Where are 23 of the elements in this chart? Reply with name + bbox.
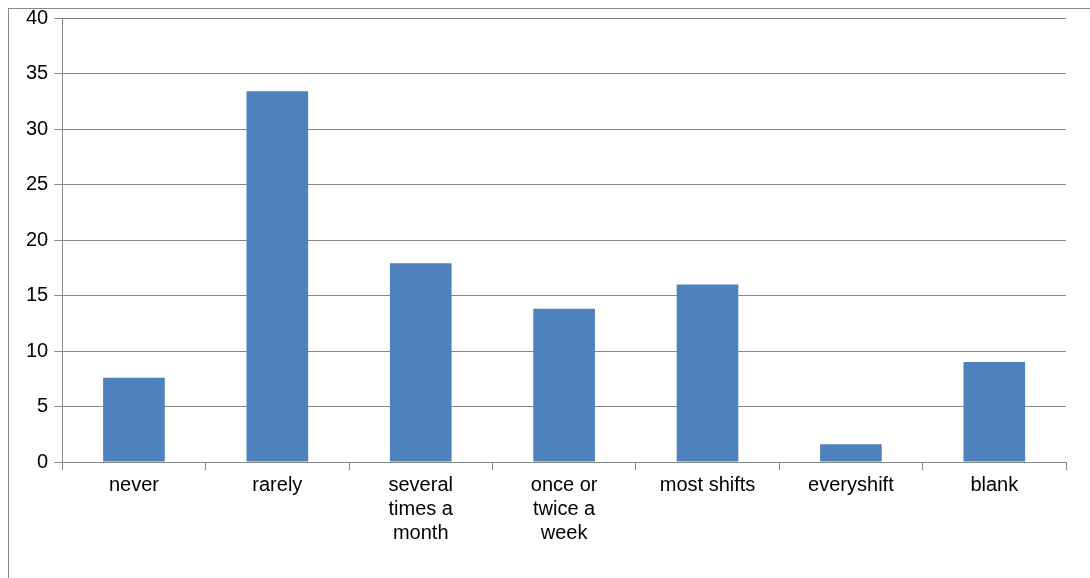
y-tick-label: 15: [26, 283, 49, 306]
x-tick-label: several times a month: [388, 472, 454, 543]
y-tick-label: 10: [26, 338, 49, 361]
y-tick-label: 35: [26, 61, 49, 84]
bar: [820, 444, 882, 462]
y-tick-label: 25: [26, 172, 49, 195]
bar: [963, 362, 1026, 462]
x-tick-label: rarely: [252, 472, 303, 495]
x-tick-label: everyshift: [808, 472, 895, 495]
x-tick-label: blank: [970, 472, 1020, 495]
x-tick-label: once or twice a week: [530, 472, 598, 543]
bar: [389, 263, 452, 462]
x-tick-label: never: [108, 472, 160, 495]
x-tick-label: most shifts: [659, 472, 756, 495]
bar: [246, 91, 309, 462]
y-tick-label: 0: [37, 449, 49, 472]
bar: [103, 377, 165, 462]
y-tick-label: 5: [37, 394, 49, 417]
y-tick-label: 30: [26, 116, 49, 139]
y-tick-label: 40: [26, 5, 49, 28]
bar: [676, 284, 739, 462]
bar: [533, 308, 595, 462]
y-tick-label: 20: [26, 227, 49, 250]
